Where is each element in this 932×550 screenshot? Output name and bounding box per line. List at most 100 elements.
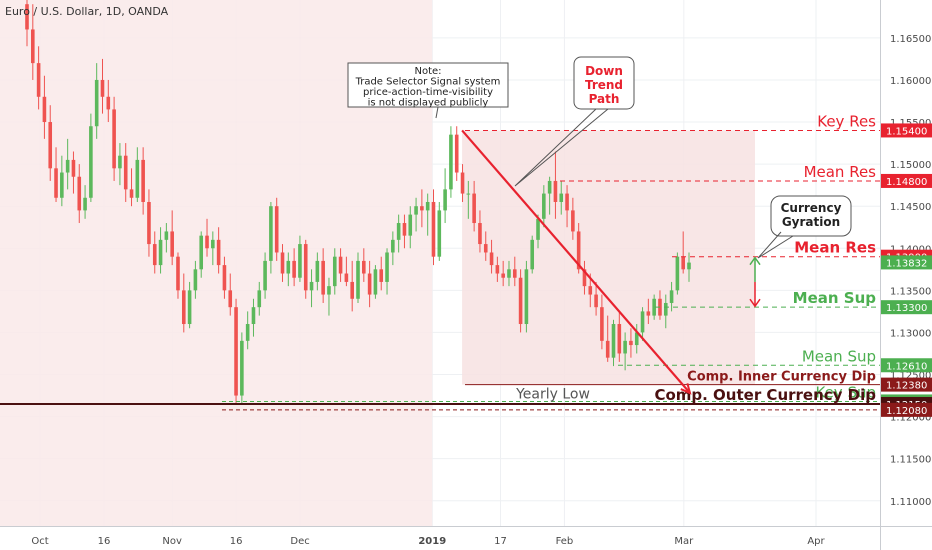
- candle-body: [257, 290, 262, 308]
- x-tick-label: Nov: [162, 536, 182, 547]
- note-text: price-action-time-visibility: [363, 87, 493, 98]
- level-label: Mean Sup: [802, 347, 876, 365]
- candle-body: [94, 79, 99, 127]
- candle-body: [216, 239, 221, 266]
- candle-body: [129, 189, 134, 198]
- candle-body: [164, 231, 169, 240]
- candle-body: [379, 269, 384, 282]
- candle-body: [65, 159, 70, 173]
- downtrend-text: Down: [585, 64, 623, 78]
- candle-body: [646, 311, 651, 316]
- candle-body: [611, 324, 616, 358]
- candle-body: [152, 244, 157, 266]
- x-tick-label: Apr: [807, 536, 825, 547]
- candle-body: [449, 134, 453, 190]
- candle-body: [629, 340, 633, 346]
- candle-body: [54, 168, 58, 198]
- candle-body: [286, 260, 291, 274]
- candle-body: [425, 201, 430, 211]
- candle-body: [234, 307, 238, 396]
- candle-body: [274, 206, 279, 253]
- candle-body: [373, 269, 378, 295]
- candle-body: [408, 214, 413, 236]
- gyration-box: [770, 195, 852, 237]
- price-tag-bg: [881, 358, 932, 373]
- price-tag-bg: [881, 123, 932, 138]
- candle-body: [588, 286, 593, 295]
- candle-body: [292, 260, 296, 278]
- candle-body: [36, 63, 41, 97]
- level-label: Comp. Inner Currency Dip: [687, 370, 876, 385]
- candle-body: [181, 290, 186, 325]
- note-pointer: [435, 106, 439, 119]
- candle-body: [594, 294, 598, 308]
- yearly-low-label: Yearly Low: [515, 386, 590, 402]
- candle-body: [321, 260, 325, 295]
- candle-body: [681, 256, 685, 270]
- last-price-tag: 1.13832: [881, 255, 932, 270]
- candle-body: [454, 134, 459, 173]
- candle-body: [542, 193, 546, 219]
- candle-body: [100, 79, 105, 97]
- gyration-pointer: [757, 231, 794, 259]
- candle-body: [298, 244, 302, 278]
- candle-body: [675, 256, 680, 291]
- candle-body: [118, 155, 122, 169]
- candle-body: [460, 172, 465, 194]
- last-price-tag-text: 1.13832: [886, 258, 927, 269]
- candle-body: [582, 269, 587, 287]
- candle-body: [605, 340, 610, 358]
- downtrend-pointer: [514, 108, 609, 187]
- price-tag-text: 1.12380: [886, 381, 927, 392]
- price-tag-text: 1.12610: [886, 361, 927, 372]
- candles: [25, 0, 691, 404]
- price-tag: 1.12610: [881, 358, 932, 373]
- candle-body: [565, 193, 569, 211]
- note-text: Note:: [414, 66, 441, 77]
- candle-body: [530, 239, 535, 270]
- level-label: Mean Res: [804, 163, 877, 181]
- candle-body: [623, 340, 627, 354]
- price-tag: 1.15400: [881, 123, 932, 138]
- candle-body: [553, 180, 558, 202]
- candle-body: [536, 218, 540, 240]
- candle-body: [77, 176, 82, 211]
- gyration-arrowhead-up: [749, 256, 761, 266]
- candle-body: [176, 256, 180, 291]
- candle-body: [170, 231, 174, 257]
- candle-body: [617, 324, 622, 354]
- x-tick-label: 2019: [418, 536, 446, 547]
- price-tag: 1.13300: [881, 300, 932, 315]
- candle-body: [391, 239, 395, 253]
- candle-body: [571, 210, 575, 232]
- candle-body: [640, 311, 645, 333]
- down-trend-arrowhead: [680, 383, 692, 395]
- downtrend-box: [573, 56, 635, 110]
- level-label: Mean Res: [794, 239, 876, 257]
- candle-body: [187, 290, 192, 325]
- x-tick-label: Mar: [674, 536, 694, 547]
- y-tick-label: 1.11000: [890, 497, 931, 508]
- y-tick-label: 1.16000: [890, 76, 931, 87]
- candle-body: [367, 273, 372, 295]
- candle-body: [431, 201, 436, 257]
- candle-body: [437, 210, 442, 257]
- candle-body: [199, 235, 204, 270]
- candle-body: [315, 260, 320, 282]
- candle-body: [385, 252, 389, 282]
- x-tick-label: Feb: [556, 536, 574, 547]
- candle-body: [158, 239, 163, 266]
- candle-body: [512, 269, 517, 278]
- candle-body: [547, 180, 552, 194]
- candle-body: [489, 252, 494, 266]
- candle-body: [466, 193, 471, 195]
- downtrend-text: Trend: [585, 78, 623, 92]
- candle-body: [402, 223, 407, 236]
- candle-body: [443, 189, 447, 211]
- level-label: Comp. Outer Currency Dip: [654, 386, 876, 404]
- candle-body: [83, 197, 87, 211]
- y-tick-label: 1.14500: [890, 202, 931, 213]
- note-text: is not displayed publicly: [368, 98, 489, 109]
- x-tick-label: 16: [230, 536, 243, 547]
